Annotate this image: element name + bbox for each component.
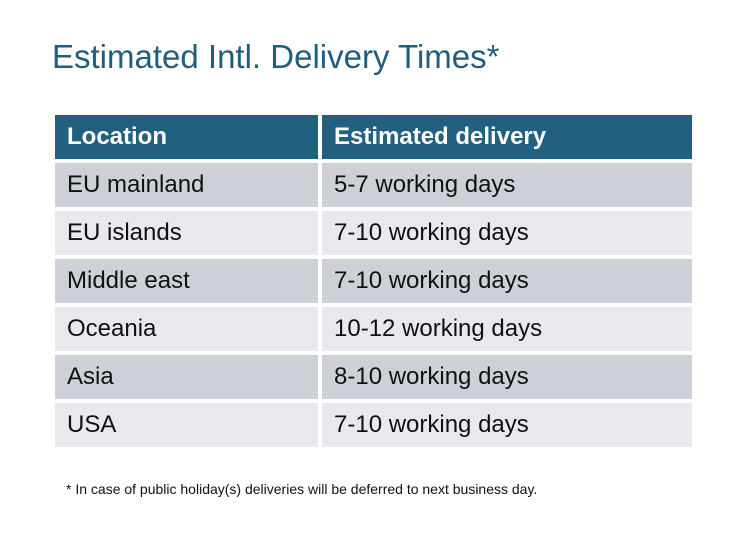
delivery-cell: 8-10 working days — [322, 355, 692, 399]
delivery-cell: 7-10 working days — [322, 259, 692, 303]
table-row: USA 7-10 working days — [55, 403, 692, 447]
header-location: Location — [55, 115, 318, 159]
delivery-times-table: Location Estimated delivery EU mainland … — [51, 111, 696, 451]
location-cell: EU mainland — [55, 163, 318, 207]
location-cell: USA — [55, 403, 318, 447]
location-cell: Middle east — [55, 259, 318, 303]
table-row: Middle east 7-10 working days — [55, 259, 692, 303]
table-header-row: Location Estimated delivery — [55, 115, 692, 159]
page-title: Estimated Intl. Delivery Times* — [52, 38, 500, 75]
table-row: EU islands 7-10 working days — [55, 211, 692, 255]
table-row: Oceania 10-12 working days — [55, 307, 692, 351]
location-cell: Asia — [55, 355, 318, 399]
delivery-cell: 7-10 working days — [322, 211, 692, 255]
location-cell: Oceania — [55, 307, 318, 351]
delivery-cell: 10-12 working days — [322, 307, 692, 351]
location-cell: EU islands — [55, 211, 318, 255]
delivery-cell: 5-7 working days — [322, 163, 692, 207]
header-estimated-delivery: Estimated delivery — [322, 115, 692, 159]
delivery-cell: 7-10 working days — [322, 403, 692, 447]
table-row: EU mainland 5-7 working days — [55, 163, 692, 207]
table-row: Asia 8-10 working days — [55, 355, 692, 399]
footnote: * In case of public holiday(s) deliverie… — [66, 481, 538, 497]
